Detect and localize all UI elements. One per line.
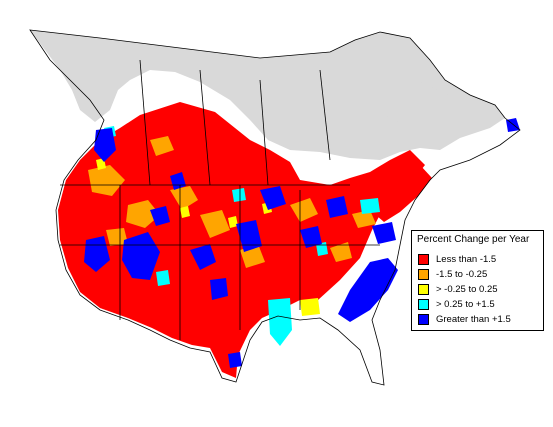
legend-label-4: Greater than +1.5: [436, 313, 511, 325]
legend-label-2: > -0.25 to 0.25: [436, 283, 498, 295]
legend-label-3: > 0.25 to +1.5: [436, 298, 495, 310]
blue-patches: [84, 118, 520, 368]
legend-item-4: Greater than +1.5: [418, 313, 511, 325]
legend-item-2: > -0.25 to 0.25: [418, 283, 498, 295]
map-legend: Percent Change per Year Less than -1.5 -…: [411, 230, 544, 331]
red-east-region: [368, 165, 432, 222]
legend-item-3: > 0.25 to +1.5: [418, 298, 495, 310]
yellow-patches: [96, 158, 320, 316]
legend-label-1: -1.5 to -0.25: [436, 268, 488, 280]
no-data-region: [30, 30, 505, 160]
orange-patches: [88, 136, 376, 268]
boundary-lines: [29, 29, 521, 386]
legend-item-0: Less than -1.5: [418, 253, 496, 265]
legend-title: Percent Change per Year: [417, 234, 530, 245]
cyan-patches: [104, 126, 380, 346]
no-data-region-east: [372, 82, 470, 132]
legend-swatch-4: [418, 313, 429, 325]
legend-label-0: Less than -1.5: [436, 253, 497, 265]
legend-item-1: -1.5 to -0.25: [418, 268, 487, 280]
legend-swatch-3: [418, 298, 429, 310]
legend-swatch-1: [418, 268, 429, 280]
legend-swatch-2: [418, 283, 429, 295]
legend-swatch-0: [418, 253, 429, 265]
